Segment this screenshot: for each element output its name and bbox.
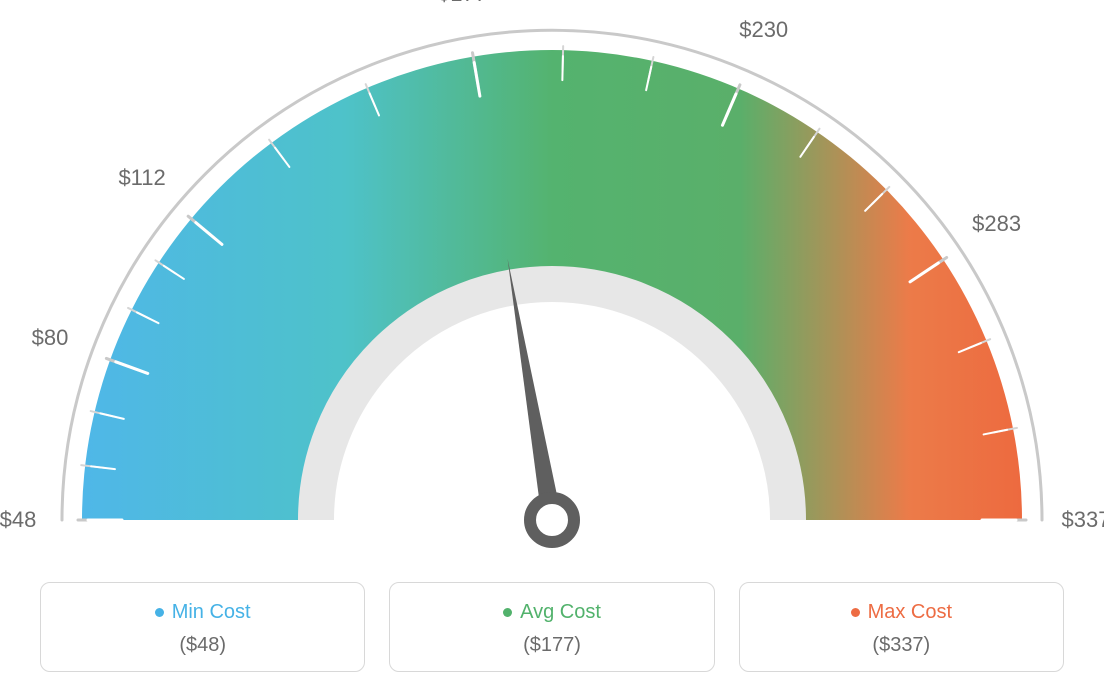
legend-value-min: ($48) <box>51 634 354 657</box>
legend-dot-avg <box>503 608 512 617</box>
legend-title-max: Max Cost <box>851 601 952 624</box>
legend-title-avg: Avg Cost <box>503 601 601 624</box>
gauge-svg <box>0 0 1104 560</box>
legend-value-max: ($337) <box>750 634 1053 657</box>
legend-label-avg: Avg Cost <box>520 601 601 624</box>
legend-title-min: Min Cost <box>155 601 251 624</box>
legend-label-max: Max Cost <box>868 601 952 624</box>
cost-gauge: $48 $80 $112 $177 $230 $283 $337 <box>0 0 1104 560</box>
gauge-tick-label: $337 <box>1062 507 1104 533</box>
legend-label-min: Min Cost <box>172 601 251 624</box>
legend-dot-max <box>851 608 860 617</box>
legend-row: Min Cost ($48) Avg Cost ($177) Max Cost … <box>0 582 1104 672</box>
gauge-tick-label: $80 <box>32 325 69 351</box>
gauge-tick-label: $112 <box>118 165 165 191</box>
gauge-tick-label: $230 <box>739 17 788 43</box>
legend-card-avg: Avg Cost ($177) <box>389 582 714 672</box>
gauge-tick-label: $283 <box>972 211 1021 237</box>
legend-card-min: Min Cost ($48) <box>40 582 365 672</box>
gauge-tick-label: $48 <box>0 507 36 533</box>
legend-value-avg: ($177) <box>400 634 703 657</box>
legend-dot-min <box>155 608 164 617</box>
gauge-tick-label: $177 <box>438 0 487 7</box>
legend-card-max: Max Cost ($337) <box>739 582 1064 672</box>
